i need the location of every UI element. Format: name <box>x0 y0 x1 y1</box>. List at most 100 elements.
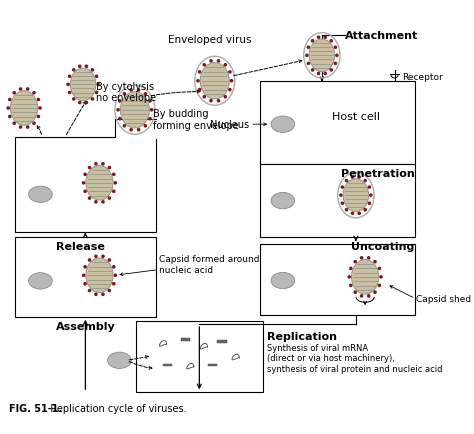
Circle shape <box>378 284 381 287</box>
Circle shape <box>12 122 16 126</box>
Bar <box>15 237 156 317</box>
Circle shape <box>91 98 94 102</box>
Circle shape <box>26 88 29 92</box>
Ellipse shape <box>271 193 295 209</box>
Ellipse shape <box>28 273 52 289</box>
Circle shape <box>72 98 75 102</box>
Ellipse shape <box>120 92 149 128</box>
Text: By cytolysis
no envelope: By cytolysis no envelope <box>96 82 156 103</box>
Circle shape <box>91 69 94 72</box>
Circle shape <box>148 118 152 121</box>
Circle shape <box>311 40 314 43</box>
Circle shape <box>357 176 361 179</box>
Circle shape <box>112 282 116 286</box>
Circle shape <box>72 69 75 72</box>
Circle shape <box>334 46 337 50</box>
Circle shape <box>228 89 232 92</box>
Circle shape <box>364 208 367 212</box>
Circle shape <box>373 291 377 294</box>
Circle shape <box>26 126 29 129</box>
Ellipse shape <box>28 187 52 203</box>
Text: Release: Release <box>56 241 105 251</box>
Ellipse shape <box>10 92 38 126</box>
Circle shape <box>83 282 87 286</box>
Circle shape <box>360 256 364 260</box>
Circle shape <box>354 291 357 294</box>
Circle shape <box>94 163 98 166</box>
Text: By budding
forming envelope: By budding forming envelope <box>153 109 239 130</box>
Circle shape <box>95 92 99 95</box>
Circle shape <box>85 102 88 105</box>
Bar <box>218 340 227 343</box>
Circle shape <box>83 173 87 177</box>
Circle shape <box>230 80 233 83</box>
Circle shape <box>112 173 116 177</box>
Bar <box>136 322 263 392</box>
Text: Capsid shed: Capsid shed <box>416 295 472 303</box>
Circle shape <box>349 284 353 287</box>
Circle shape <box>88 259 91 262</box>
Circle shape <box>88 166 91 170</box>
Bar <box>260 82 414 165</box>
Circle shape <box>351 176 355 179</box>
Ellipse shape <box>271 117 295 133</box>
Circle shape <box>8 115 11 119</box>
Circle shape <box>116 109 120 112</box>
Circle shape <box>196 80 200 83</box>
Text: Replication: Replication <box>266 331 337 341</box>
Circle shape <box>198 71 201 75</box>
Circle shape <box>36 115 40 119</box>
Circle shape <box>19 88 22 92</box>
Circle shape <box>113 181 117 185</box>
Circle shape <box>228 71 232 75</box>
Circle shape <box>94 201 98 204</box>
Circle shape <box>108 197 111 201</box>
Circle shape <box>88 197 91 201</box>
Circle shape <box>223 95 227 99</box>
Ellipse shape <box>71 69 96 102</box>
Circle shape <box>83 190 87 194</box>
Circle shape <box>101 255 105 259</box>
Circle shape <box>101 293 105 296</box>
Circle shape <box>137 89 140 92</box>
Circle shape <box>305 54 309 58</box>
Ellipse shape <box>343 179 369 212</box>
Circle shape <box>88 289 91 293</box>
Circle shape <box>137 128 140 132</box>
Circle shape <box>209 100 213 103</box>
Ellipse shape <box>86 258 113 293</box>
Circle shape <box>217 60 220 63</box>
Circle shape <box>367 202 371 206</box>
Circle shape <box>83 265 87 269</box>
Bar <box>260 165 414 237</box>
Circle shape <box>19 126 22 129</box>
Circle shape <box>113 274 117 277</box>
Circle shape <box>223 64 227 67</box>
Circle shape <box>95 76 99 79</box>
Bar <box>115 120 156 140</box>
Circle shape <box>307 62 310 66</box>
Text: Attachment: Attachment <box>345 31 418 41</box>
Circle shape <box>108 166 111 170</box>
Circle shape <box>307 46 310 50</box>
Circle shape <box>94 293 98 296</box>
Circle shape <box>329 40 333 43</box>
Circle shape <box>379 276 383 279</box>
Circle shape <box>329 69 333 72</box>
Circle shape <box>32 92 36 95</box>
Circle shape <box>339 194 343 197</box>
Bar <box>181 339 190 341</box>
Circle shape <box>66 83 70 87</box>
Circle shape <box>148 100 152 104</box>
Bar <box>209 364 218 366</box>
Circle shape <box>345 179 348 183</box>
Circle shape <box>335 54 339 58</box>
Circle shape <box>323 72 327 76</box>
Circle shape <box>8 99 11 102</box>
Circle shape <box>38 107 42 111</box>
Text: Receptor: Receptor <box>402 72 443 82</box>
Circle shape <box>351 212 355 216</box>
Text: Uncoating: Uncoating <box>351 241 414 251</box>
Circle shape <box>198 89 201 92</box>
Circle shape <box>340 202 344 206</box>
